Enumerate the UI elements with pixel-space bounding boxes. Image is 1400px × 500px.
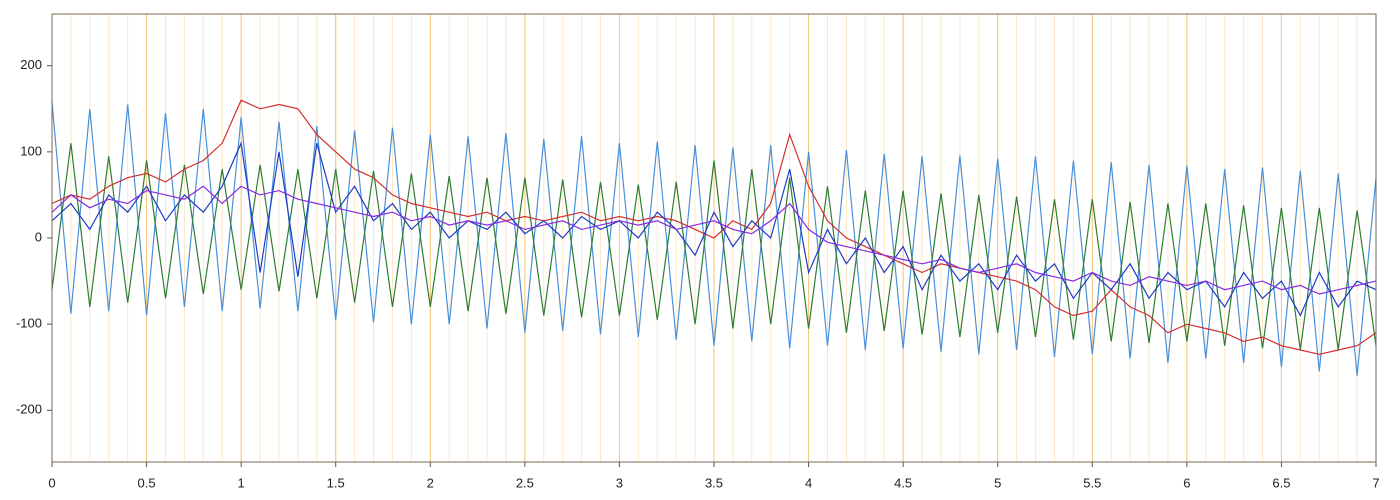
x-tick-label: 0 [48, 475, 55, 490]
x-tick-label: 6 [1183, 475, 1190, 490]
y-tick-label: -200 [16, 402, 42, 417]
x-tick-label: 3.5 [705, 475, 723, 490]
series-line [51, 99, 1377, 355]
y-tick-label: 100 [20, 143, 42, 158]
series-line [51, 143, 1377, 351]
x-tick-label: 0.5 [138, 475, 156, 490]
x-tick-label: 1.5 [327, 475, 345, 490]
x-tick-label: 2 [427, 475, 434, 490]
y-tick-label: 200 [20, 57, 42, 72]
x-tick-label: 3 [616, 475, 623, 490]
x-tick-label: 4.5 [894, 475, 912, 490]
plot-frame [51, 13, 1377, 463]
y-tick-label: -100 [16, 316, 42, 331]
x-tick-label: 5 [994, 475, 1001, 490]
series-line [51, 101, 1377, 376]
x-tick-label: 1 [238, 475, 245, 490]
x-tick-label: 7 [1372, 475, 1379, 490]
x-tick-label: 4 [805, 475, 812, 490]
x-tick-label: 5.5 [1083, 475, 1101, 490]
series-line [51, 185, 1377, 295]
x-tick-label: 2.5 [516, 475, 534, 490]
y-tick-label: 0 [35, 229, 42, 244]
x-tick-label: 6.5 [1272, 475, 1290, 490]
